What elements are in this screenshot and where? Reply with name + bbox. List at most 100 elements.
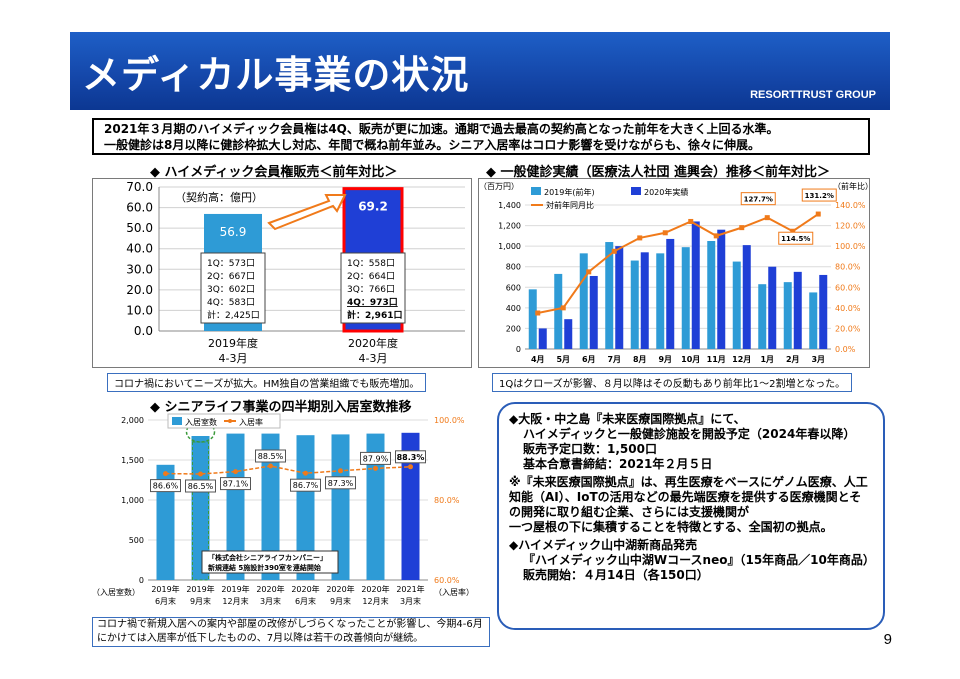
callout-box bbox=[740, 192, 776, 206]
y2-tick-label: 100.0% bbox=[835, 242, 866, 251]
bar bbox=[296, 435, 315, 580]
rate-label-box bbox=[290, 478, 321, 492]
summary-line-1: 2021年３月期のハイメディック会員権は4Q、販売が更に加速。通期で過去最高の契… bbox=[104, 122, 779, 136]
rate-label-box bbox=[220, 477, 251, 491]
x-tick-label: 2020年 bbox=[326, 584, 354, 594]
y2-tick-label: 120.0% bbox=[835, 222, 866, 231]
x-tick-label: 1月 bbox=[760, 355, 774, 364]
rate-label-box bbox=[150, 479, 181, 493]
y-tick-label: 2,000 bbox=[121, 416, 144, 425]
bar-2019 bbox=[809, 292, 818, 349]
annotation-line-1: 「株式会社シニアライフカンパニー」 bbox=[208, 553, 327, 562]
bar-2020 bbox=[564, 319, 573, 349]
ratio-point bbox=[713, 233, 719, 239]
highlight-box bbox=[192, 441, 209, 581]
ratio-point bbox=[764, 215, 770, 221]
rate-label-box bbox=[325, 476, 356, 490]
rate-line bbox=[165, 465, 411, 475]
page-title: メディカル事業の状況 bbox=[82, 53, 470, 97]
y2-tick-label: 40.0% bbox=[835, 304, 861, 313]
bar-2020 bbox=[538, 328, 547, 349]
ratio-point bbox=[586, 269, 592, 275]
ratio-point bbox=[688, 218, 694, 224]
bar-2020 bbox=[819, 274, 828, 349]
bar-2020 bbox=[768, 266, 777, 349]
x-tick-label: 3月末 bbox=[260, 596, 281, 606]
rate-label: 88.3% bbox=[397, 453, 425, 462]
rate-point bbox=[233, 469, 238, 475]
info-line-3: 販売予定口数：1,500口 bbox=[523, 442, 657, 456]
rate-label: 86.5% bbox=[188, 482, 214, 491]
info-line-1: ◆大阪・中之島『未来医療国際拠点』にて、 bbox=[509, 412, 746, 426]
rate-point bbox=[303, 470, 308, 476]
info-line-8: 『ハイメディック山中湖Wコースneo』（15年商品／10年商品） bbox=[523, 553, 875, 567]
legend-swatch bbox=[531, 187, 541, 195]
y-unit-label: （百万円） bbox=[479, 182, 519, 191]
annotation-line-2: 新規連結 5施設計390室を連結開始 bbox=[208, 563, 321, 572]
x-tick-label: 7月 bbox=[607, 355, 621, 364]
y-tick-label: 40.0 bbox=[126, 242, 153, 256]
callout-box bbox=[778, 231, 814, 245]
rate-label-box bbox=[185, 479, 216, 493]
legend-label: 入居率 bbox=[239, 417, 263, 427]
bar bbox=[156, 464, 175, 580]
rate-label-box bbox=[360, 451, 391, 465]
breakdown-item: 2Q：664口 bbox=[347, 272, 395, 282]
x-tick-label: 10月 bbox=[681, 355, 700, 364]
ratio-point bbox=[739, 225, 745, 231]
x-tick-label: 2019年度 bbox=[208, 336, 258, 350]
y-tick-label: 200 bbox=[506, 324, 521, 333]
x-tick-label: 2月 bbox=[786, 355, 800, 364]
section3-note: コロナ禍で新規入居への案内や部屋の改修がしづらくなったことが影響し、今期4-6月… bbox=[92, 617, 490, 647]
bar-2019 bbox=[758, 284, 767, 349]
breakdown-item: 4Q：973口 bbox=[347, 297, 398, 308]
x-tick-label: 6月末 bbox=[155, 596, 176, 606]
bar-2020 bbox=[691, 221, 700, 349]
section1-note: コロナ禍においてニーズが拡大。HM独自の営業組織でも販売増加。 bbox=[107, 373, 427, 392]
page-number: 9 bbox=[883, 631, 892, 648]
x-tick-label: 2019年 bbox=[221, 584, 249, 594]
y-tick-label: 1,500 bbox=[121, 456, 144, 465]
x-tick-label: 2020年 bbox=[361, 584, 389, 594]
info-line-2: ハイメディックと一般健診施設を開設予定（2024年春以降） bbox=[523, 427, 856, 441]
y-tick-label: 50.0 bbox=[126, 221, 153, 235]
rate-point bbox=[338, 468, 343, 474]
legend-marker bbox=[228, 419, 232, 423]
info-line-5: ※『未来医療国際拠点』は、再生医療をベースにゲノム医療、人工知能（AI）、IoT… bbox=[509, 475, 868, 519]
breakdown-item: 4Q：583口 bbox=[207, 298, 255, 308]
breakdown-item: 1Q：558口 bbox=[347, 259, 395, 269]
x-tick-label: 2020年 bbox=[256, 584, 284, 594]
breakdown-box bbox=[200, 252, 266, 324]
bar-2019 bbox=[656, 253, 665, 349]
callout-label: 131.2% bbox=[805, 192, 834, 200]
rate-label-box bbox=[395, 450, 426, 464]
rate-point bbox=[268, 463, 273, 469]
rate-label: 87.9% bbox=[363, 454, 389, 463]
legend-label: 対前年同月比 bbox=[546, 200, 594, 210]
summary-box: 2021年３月期のハイメディック会員権は4Q、販売が更に加速。通期で過去最高の契… bbox=[92, 118, 870, 155]
legend-swatch bbox=[172, 417, 182, 425]
bar-value-label: 56.9 bbox=[220, 225, 247, 239]
rate-point bbox=[198, 471, 203, 477]
section2-note: 1Qはクローズが影響、８月以降はその反動もあり前年比1～2割増となった。 bbox=[492, 373, 853, 392]
x-tick-label: 4月 bbox=[531, 355, 545, 364]
rate-label: 86.6% bbox=[153, 482, 179, 491]
checkup-chart: （百万円） （前年比） 0 200 400 600 800 1,000 1,200 1,400 0.… bbox=[479, 181, 873, 364]
bar-2020 bbox=[793, 271, 802, 349]
y-tick-label: 1,000 bbox=[121, 496, 144, 505]
bar bbox=[191, 436, 210, 580]
ratio-point bbox=[790, 228, 796, 234]
checkup-chart-panel: （百万円） （前年比） 0 200 400 600 800 1,000 1,200 1,400 0.… bbox=[478, 178, 873, 368]
ratio-point bbox=[637, 235, 643, 241]
y-tick-label: 0 bbox=[139, 576, 144, 585]
y2-unit-label: （前年比） bbox=[833, 181, 869, 191]
x-tick-label: 2020年度 bbox=[348, 336, 398, 350]
bar bbox=[366, 433, 385, 580]
ratio-point bbox=[535, 310, 541, 316]
rate-point bbox=[163, 471, 168, 477]
x-tick-label: 9月末 bbox=[190, 596, 211, 606]
y-tick-label: 0 bbox=[516, 345, 521, 354]
summary-line-2: 一般健診は8月以降に健診枠拡大し対応、年間で概ね前年並み。シニア入居率はコロナ影… bbox=[104, 138, 760, 152]
x-tick-label: 2019年 bbox=[151, 584, 179, 594]
ratio-point bbox=[560, 305, 566, 311]
